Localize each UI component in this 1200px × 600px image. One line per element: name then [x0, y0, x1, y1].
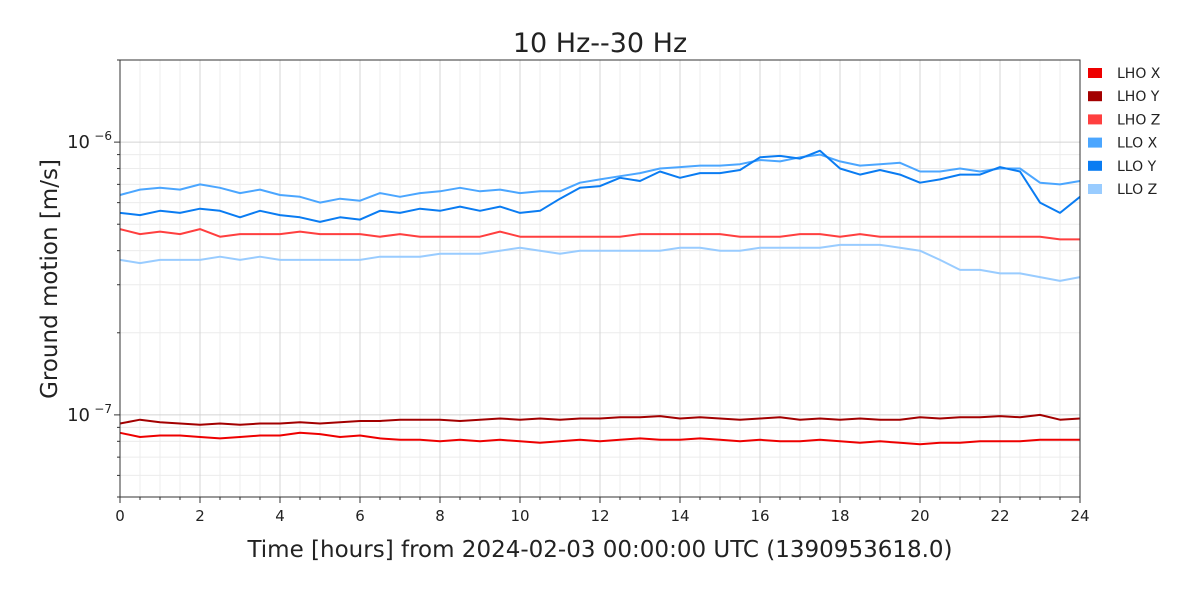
x-tick-label: 0 [115, 507, 125, 525]
series-line-llo-y [119, 149, 1081, 223]
x-tick-label: 22 [990, 507, 1009, 525]
x-axis-ticks: 0 2 4 6 8 10 12 14 16 18 20 22 24 [115, 497, 1090, 525]
y-tick-base: 10 [67, 132, 90, 153]
x-tick-label: 8 [435, 507, 445, 525]
series-line-lho-y [119, 413, 1081, 426]
x-tick-label: 12 [590, 507, 609, 525]
x-tick-label: 4 [275, 507, 285, 525]
legend: LHO X LHO Y LHO Z LLO X LLO Y LLO Z [1088, 66, 1161, 198]
series-line-llo-z [119, 243, 1081, 282]
legend-label: LHO Z [1117, 112, 1160, 128]
chart-title: 10 Hz--30 Hz [513, 28, 687, 59]
legend-label: LLO Y [1117, 159, 1157, 175]
y-tick-label: 10 [67, 405, 90, 426]
legend-swatch [1088, 160, 1102, 171]
y-tick-exponent: −6 [94, 129, 112, 143]
legend-label: LLO X [1117, 136, 1158, 152]
legend-swatch [1088, 184, 1102, 194]
major-gridlines [119, 60, 1081, 497]
x-tick-label: 6 [355, 507, 365, 525]
legend-label: LHO Y [1117, 89, 1160, 105]
legend-swatch [1088, 137, 1102, 148]
series-line-lho-x [119, 431, 1080, 446]
series-line-llo-x [119, 153, 1081, 204]
x-tick-label: 10 [510, 507, 529, 525]
x-tick-label: 18 [830, 507, 849, 525]
x-tick-label: 20 [910, 507, 929, 525]
x-tick-label: 14 [670, 507, 689, 525]
y-tick-exponent: −7 [94, 402, 112, 416]
legend-swatch [1088, 91, 1102, 102]
legend-label: LHO X [1117, 66, 1161, 82]
x-tick-label: 24 [1070, 507, 1089, 525]
legend-swatch [1088, 114, 1102, 125]
x-tick-label: 2 [195, 507, 205, 525]
y-axis-title: Ground motion [m/s] [37, 159, 63, 399]
legend-label: LLO Z [1117, 182, 1157, 198]
legend-swatch [1088, 68, 1102, 78]
y-axis-ticks: 10 −7 10 −6 [67, 59, 120, 498]
y-tick-label: 10 [67, 132, 90, 153]
series-line-lho-z [119, 228, 1080, 241]
x-tick-label: 16 [750, 507, 769, 525]
y-tick-base: 10 [67, 405, 90, 426]
series-lines [119, 149, 1081, 446]
x-axis-title: Time [hours] from 2024-02-03 00:00:00 UT… [246, 537, 952, 563]
